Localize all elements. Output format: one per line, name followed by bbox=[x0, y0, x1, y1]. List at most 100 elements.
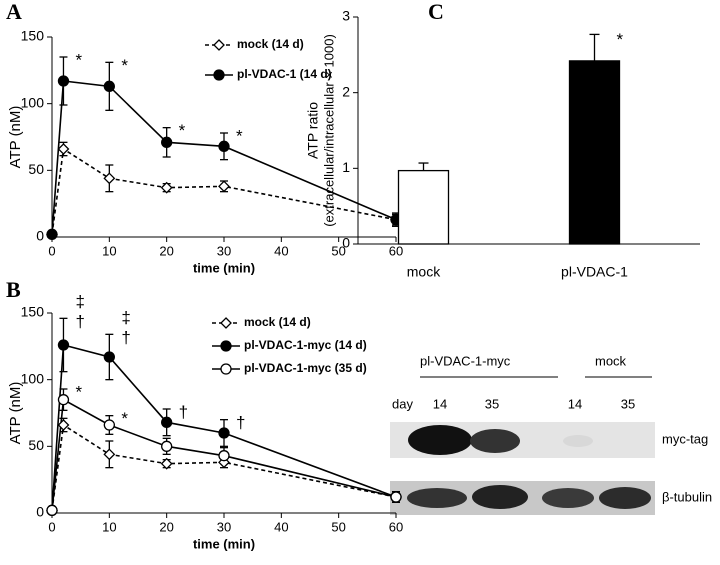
marker bbox=[218, 427, 230, 439]
marker bbox=[57, 419, 70, 431]
y-tick-label: 100 bbox=[21, 370, 45, 386]
series-line bbox=[51, 147, 397, 235]
band bbox=[470, 429, 520, 453]
annotation: † bbox=[75, 312, 84, 331]
x-tick-label: 30 bbox=[217, 243, 231, 258]
x-tick-label: 60 bbox=[389, 243, 403, 258]
x-tick-label: 0 bbox=[48, 519, 55, 534]
y-tick-label: 3 bbox=[342, 8, 350, 24]
day: 35 bbox=[485, 396, 499, 411]
annotation: † bbox=[236, 413, 245, 432]
band bbox=[407, 488, 467, 508]
marker bbox=[160, 181, 173, 194]
band bbox=[563, 435, 593, 447]
legend-label: mock (14 d) bbox=[237, 37, 304, 51]
marker bbox=[218, 450, 230, 462]
blot-group: mock bbox=[595, 353, 627, 368]
y-tick-label: 150 bbox=[21, 28, 45, 44]
day: 35 bbox=[621, 396, 635, 411]
legend-marker bbox=[213, 69, 225, 81]
panel-label: C bbox=[428, 0, 444, 24]
marker bbox=[103, 172, 116, 185]
x-tick-label: 10 bbox=[102, 519, 116, 534]
y-tick-label: 1 bbox=[342, 159, 350, 175]
row-label: myc-tag bbox=[662, 431, 708, 446]
panel-label: B bbox=[6, 277, 21, 302]
band bbox=[408, 425, 472, 455]
marker bbox=[161, 440, 173, 452]
marker bbox=[103, 80, 115, 92]
blot: pl-VDAC-1-myc mock day 14 35 14 35 myc-t… bbox=[390, 353, 712, 515]
x-axis-label: time (min) bbox=[193, 260, 255, 275]
y-tick-label: 0 bbox=[36, 504, 44, 520]
y-tick-label: 0 bbox=[36, 228, 44, 244]
band bbox=[599, 487, 651, 509]
series-line bbox=[51, 343, 397, 511]
marker bbox=[57, 339, 70, 351]
marker bbox=[57, 143, 70, 155]
x-tick-label: pl-VDAC-1 bbox=[561, 264, 628, 280]
legend-marker bbox=[220, 340, 232, 352]
marker bbox=[57, 75, 70, 87]
marker bbox=[390, 491, 402, 503]
marker bbox=[218, 180, 230, 193]
bar bbox=[568, 60, 621, 245]
marker bbox=[160, 457, 173, 470]
marker bbox=[161, 416, 173, 428]
x-tick-label: 60 bbox=[389, 519, 403, 534]
y-axis-label: ATP (nM) bbox=[7, 382, 24, 445]
marker bbox=[103, 448, 116, 461]
y-axis-label: ATP ratio bbox=[305, 102, 321, 159]
annotation: * bbox=[75, 50, 82, 69]
y-tick-label: 150 bbox=[21, 304, 45, 320]
x-tick-label: 50 bbox=[331, 519, 345, 534]
y-tick-label: 100 bbox=[21, 94, 45, 110]
y-tick-label: 50 bbox=[28, 437, 44, 453]
x-tick-label: 40 bbox=[274, 519, 288, 534]
annotation: * bbox=[179, 121, 186, 140]
marker bbox=[161, 136, 173, 148]
series-line bbox=[51, 423, 397, 511]
annotation: * bbox=[121, 409, 128, 428]
marker bbox=[46, 504, 58, 516]
legend-marker bbox=[220, 317, 232, 329]
panel-label: A bbox=[6, 0, 22, 24]
x-tick-label: 30 bbox=[217, 519, 231, 534]
marker bbox=[57, 394, 70, 406]
y-tick-label: 0 bbox=[342, 235, 350, 251]
marker bbox=[103, 419, 115, 431]
legend-marker bbox=[220, 363, 232, 375]
bar bbox=[397, 169, 450, 245]
marker bbox=[46, 228, 58, 240]
row-label: β-tubulin bbox=[662, 489, 712, 504]
annotation: * bbox=[75, 382, 82, 401]
x-tick-label: 20 bbox=[159, 243, 173, 258]
marker bbox=[103, 351, 115, 363]
y-tick-label: 2 bbox=[342, 83, 350, 99]
legend-label: mock (14 d) bbox=[244, 315, 311, 329]
y-tick-label: 50 bbox=[28, 161, 44, 177]
y-axis-label: ATP (nM) bbox=[7, 106, 24, 169]
band bbox=[472, 485, 528, 509]
annotation: * bbox=[617, 30, 624, 49]
series-line bbox=[51, 80, 397, 235]
x-tick-label: 50 bbox=[331, 243, 345, 258]
legend-label: pl-VDAC-1 (14 d) bbox=[237, 67, 332, 81]
band bbox=[542, 488, 594, 508]
annotation: * bbox=[121, 56, 128, 75]
series-line bbox=[51, 398, 397, 511]
annotation: † bbox=[179, 402, 188, 421]
legend-label: pl-VDAC-1-myc (14 d) bbox=[244, 338, 367, 352]
day: 14 bbox=[568, 396, 582, 411]
x-tick-label: 20 bbox=[159, 519, 173, 534]
x-tick-label: 40 bbox=[274, 243, 288, 258]
blot-group: pl-VDAC-1-myc bbox=[420, 353, 511, 368]
x-tick-label: mock bbox=[407, 264, 441, 280]
annotation: ‡ bbox=[121, 308, 130, 327]
y-axis-label: (extracellular/intracellular × 1000) bbox=[321, 34, 336, 227]
marker bbox=[218, 140, 230, 152]
annotation: ‡ bbox=[75, 292, 84, 311]
day: 14 bbox=[433, 396, 447, 411]
x-axis-label: time (min) bbox=[193, 536, 255, 551]
